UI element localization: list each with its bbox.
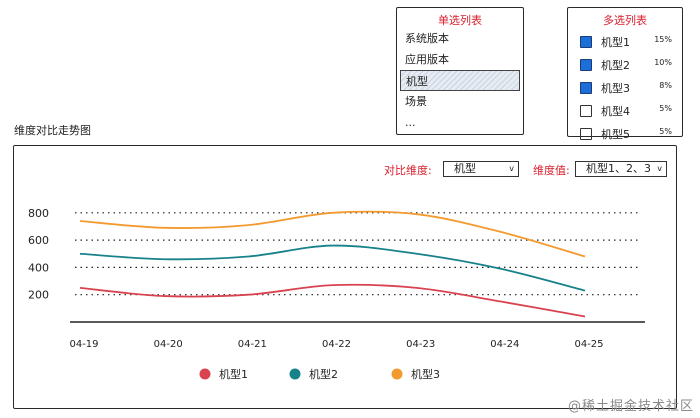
multi-item-name: 机型1 [601,36,630,49]
checkbox-checked[interactable] [580,59,592,71]
multi-item-pct: 5% [659,127,672,136]
single-item-more[interactable]: ... [405,116,416,129]
multi-item[interactable]: 机型2 10% [568,54,682,77]
watermark: @稀土掘金技术社区 [567,399,694,414]
dimension-value-value: 机型1、2、3 [586,162,651,175]
x-tick-label: 04-23 [406,339,435,350]
dimension-value-label: 维度值: [533,164,570,177]
checkbox-checked[interactable] [580,36,592,48]
single-select-list: 单选列表 系统版本 应用版本 机型 场景 ... [396,7,524,135]
x-tick-label: 04-21 [238,339,267,350]
series-line-1 [79,283,586,318]
single-select-title: 单选列表 [438,14,482,27]
trend-chart-panel: 对比维度: 机型 v 维度值: 机型1、2、3 v [13,145,677,409]
x-tick-label: 04-25 [574,339,603,350]
legend-marker-3 [391,368,403,380]
legend-label-3: 机型3 [411,367,440,381]
multi-item[interactable]: 机型1 15% [568,31,682,54]
multi-item-pct: 10% [654,58,672,67]
series-line-2 [79,244,586,292]
single-item-app-version[interactable]: 应用版本 [405,53,449,66]
single-item-model[interactable]: 机型 [400,70,520,91]
section-title: 维度对比走势图 [14,124,91,137]
multi-item-name: 机型2 [601,59,630,72]
legend-label-1: 机型1 [219,367,248,381]
y-tick-label: 600 [28,234,49,247]
single-item-scene[interactable]: 场景 [405,95,427,108]
checkbox-unchecked[interactable] [580,105,592,117]
legend-marker-2 [289,368,301,380]
y-tick-label: 200 [28,289,49,302]
compare-dimension-label: 对比维度: [384,164,432,177]
x-tick-label: 04-22 [322,339,351,350]
multi-item-pct: 15% [654,35,672,44]
compare-dimension-value: 机型 [454,162,476,175]
multi-select-title: 多选列表 [603,14,647,27]
x-tick-label: 04-19 [69,339,98,350]
multi-item-name: 机型3 [601,82,630,95]
series-line-3 [79,210,586,258]
x-tick-label: 04-20 [154,339,183,350]
y-tick-label: 800 [28,207,49,220]
multi-item-name: 机型4 [601,105,630,118]
checkbox-checked[interactable] [580,82,592,94]
multi-item-pct: 8% [659,81,672,90]
compare-dimension-select[interactable]: 机型 v [443,161,519,177]
legend-marker-1 [199,368,211,380]
multi-item-name: 机型5 [601,128,630,141]
multi-item-pct: 5% [659,104,672,113]
legend-label-2: 机型2 [309,367,338,381]
checkbox-unchecked[interactable] [580,128,592,140]
dimension-value-select[interactable]: 机型1、2、3 v [575,161,667,177]
chevron-down-icon: v [509,164,514,173]
y-tick-label: 400 [28,261,49,274]
chevron-down-icon: v [657,164,662,173]
multi-item[interactable]: 机型3 8% [568,77,682,100]
multi-item[interactable]: 机型5 5% [568,123,682,146]
multi-select-list: 多选列表 机型1 15% 机型2 10% 机型3 8% 机型4 5% 机型5 5… [567,7,683,141]
multi-item[interactable]: 机型4 5% [568,100,682,123]
x-tick-label: 04-24 [490,339,519,350]
single-item-system-version[interactable]: 系统版本 [405,32,449,45]
